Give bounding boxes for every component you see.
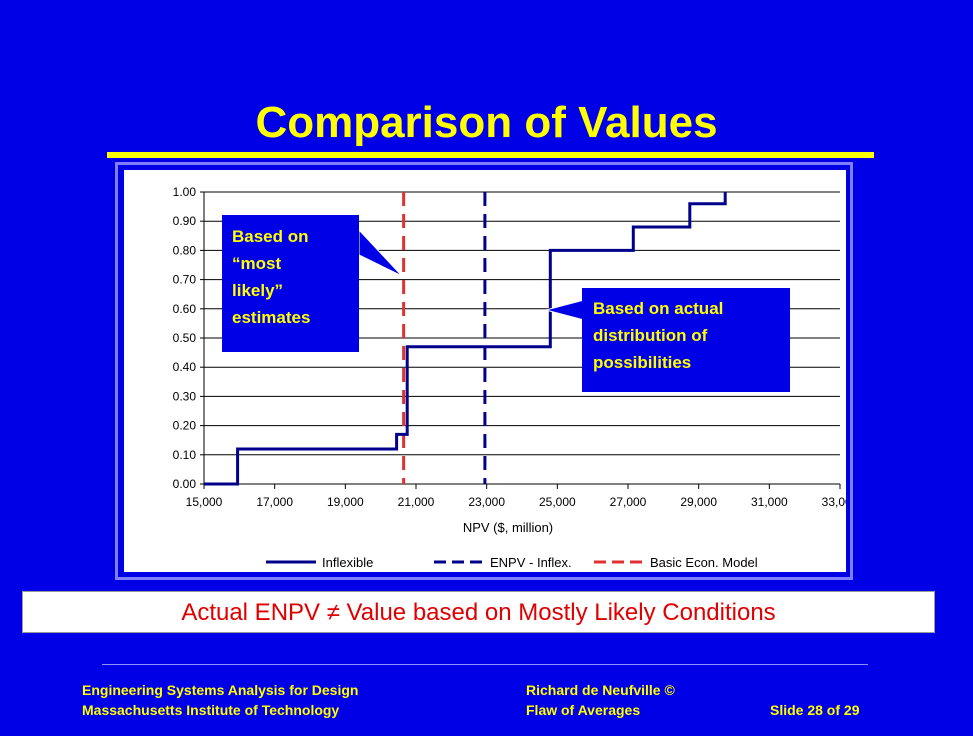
x-tick-label: 29,000 — [680, 495, 717, 509]
y-tick-label: 0.50 — [173, 331, 197, 345]
callout-most-likely: Based on “most likely” estimates — [222, 215, 403, 352]
y-tick-label: 0.20 — [173, 419, 197, 433]
y-tick-label: 0.60 — [173, 302, 197, 316]
legend-label: ENPV - Inflex. — [490, 555, 572, 570]
legend-label: Inflexible — [322, 555, 373, 570]
x-tick-label: 23,000 — [468, 495, 505, 509]
x-tick-label: 15,000 — [186, 495, 223, 509]
callout-line: Based on — [232, 227, 309, 246]
callout-line: likely” — [232, 281, 283, 300]
footer-topic: Flaw of Averages — [526, 702, 641, 718]
x-tick-label: 17,000 — [256, 495, 293, 509]
callout-line: “most — [232, 254, 281, 273]
x-tick-label: 27,000 — [610, 495, 647, 509]
x-tick-label: 33,000 — [822, 495, 846, 509]
x-tick-label: 21,000 — [398, 495, 435, 509]
chart-area: 0.00 0.10 0.20 0.30 0.40 0.50 0.60 0.70 0.80 0.90… — [124, 170, 859, 572]
callout-actual-distribution: Based on actual distribution of possibil… — [544, 288, 790, 392]
footer-middle: Richard de Neufville © Flaw of Averages — [526, 680, 675, 720]
y-tick-label: 0.30 — [173, 389, 197, 403]
callout-line: distribution of — [593, 326, 708, 345]
y-tick-label: 0.70 — [173, 273, 197, 287]
y-tick-labels: 0.00 0.10 0.20 0.30 0.40 0.50 0.60 0.70 0.80 0.90… — [173, 185, 197, 491]
footer-left: Engineering Systems Analysis for Design … — [82, 680, 358, 720]
legend-label: Basic Econ. Model — [650, 555, 758, 570]
x-tick-label: 31,000 — [751, 495, 788, 509]
callout-box — [222, 215, 359, 352]
callout-line: possibilities — [593, 353, 691, 372]
title-underline — [107, 152, 874, 158]
callout-line: estimates — [232, 308, 310, 327]
x-axis-label: NPV ($, million) — [463, 520, 553, 535]
y-tick-label: 0.10 — [173, 448, 197, 462]
chart-frame — [115, 162, 853, 580]
callout-pointer — [358, 228, 403, 277]
x-tick-label: 25,000 — [539, 495, 576, 509]
series-line-inflexible — [204, 192, 727, 486]
footer-divider — [102, 664, 868, 665]
slide-title: Comparison of Values — [255, 98, 718, 147]
y-tick-label: 0.80 — [173, 243, 197, 257]
footer-institution: Massachusetts Institute of Technology — [82, 702, 340, 718]
cdf-chart: 0.00 0.10 0.20 0.30 0.40 0.50 0.60 0.70 0.80 0.90… — [173, 185, 859, 570]
footer-slide-number: Slide 28 of 29 — [770, 702, 860, 718]
series-lines — [204, 192, 727, 486]
callout-box — [582, 288, 790, 392]
footer-author: Richard de Neufville © — [526, 682, 675, 698]
y-tick-label: 1.00 — [173, 185, 197, 199]
x-tick-label: 19,000 — [327, 495, 364, 509]
legend: Inflexible ENPV - Inflex. Basic Econ. Mode… — [266, 555, 758, 570]
conclusion-banner: Actual ENPV ≠ Value based on Mostly Like… — [22, 591, 935, 633]
y-tick-label: 0.00 — [173, 477, 197, 491]
y-tick-label: 0.40 — [173, 360, 197, 374]
x-tick-labels: 15,000 17,000 19,000 21,000 23,000 25,000 27,0… — [186, 495, 859, 509]
callout-line: Based on actual — [593, 299, 723, 318]
y-tick-label: 0.90 — [173, 214, 197, 228]
footer-course: Engineering Systems Analysis for Design — [82, 682, 359, 698]
